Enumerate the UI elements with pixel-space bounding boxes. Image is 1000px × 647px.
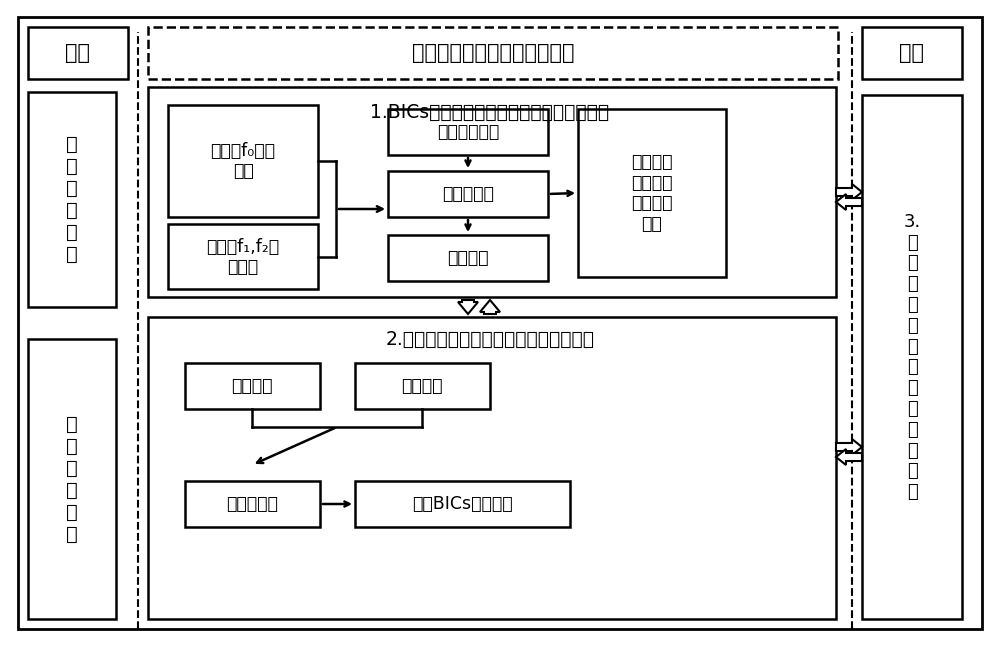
Text: 微扰理论: 微扰理论 bbox=[447, 249, 489, 267]
FancyArrow shape bbox=[836, 449, 862, 465]
FancyArrow shape bbox=[836, 194, 862, 210]
Bar bbox=[355, 363, 490, 409]
Bar bbox=[388, 109, 548, 155]
Text: 间接激发: 间接激发 bbox=[401, 377, 443, 395]
Text: 2.超构表面对非线性响应的调控方法研究: 2.超构表面对非线性响应的调控方法研究 bbox=[386, 329, 594, 349]
Bar bbox=[355, 481, 570, 527]
FancyArrow shape bbox=[836, 184, 862, 200]
Bar bbox=[388, 171, 548, 217]
Text: 洛伦兹模型: 洛伦兹模型 bbox=[442, 185, 494, 203]
Text: 验证: 验证 bbox=[900, 43, 924, 63]
Bar bbox=[862, 95, 962, 619]
Text: 3.
非
线
性
超
构
表
面
的
设
计
与
测
试: 3. 非 线 性 超 构 表 面 的 设 计 与 测 试 bbox=[903, 213, 921, 501]
Bar bbox=[28, 339, 116, 619]
Text: 直接激发: 直接激发 bbox=[231, 377, 273, 395]
Text: 关
键
技
术
方
法: 关 键 技 术 方 法 bbox=[66, 415, 78, 543]
Bar bbox=[185, 363, 320, 409]
Bar bbox=[28, 92, 116, 307]
Text: 完美BICs结果对比: 完美BICs结果对比 bbox=[412, 495, 512, 513]
Bar bbox=[148, 27, 838, 79]
FancyArrow shape bbox=[836, 439, 862, 455]
Text: 1.BICs产生人工非线性响应的物理机制方案: 1.BICs产生人工非线性响应的物理机制方案 bbox=[370, 102, 610, 122]
Text: 目标: 目标 bbox=[66, 43, 90, 63]
FancyArrow shape bbox=[458, 300, 478, 314]
Bar bbox=[168, 224, 318, 289]
Text: 单基频f₀电磁
共振: 单基频f₀电磁 共振 bbox=[210, 142, 276, 181]
Bar bbox=[28, 27, 128, 79]
Text: 双基频f₁,f₂电
磁共振: 双基频f₁,f₂电 磁共振 bbox=[206, 237, 280, 276]
Bar bbox=[148, 317, 836, 619]
Text: 人工、可调、高效非线性响应: 人工、可调、高效非线性响应 bbox=[412, 43, 574, 63]
Text: 影响非线
性响应过
程的物理
参量: 影响非线 性响应过 程的物理 参量 bbox=[631, 153, 673, 233]
Text: 非线性响应: 非线性响应 bbox=[226, 495, 278, 513]
Text: 磁偶极矩分析: 磁偶极矩分析 bbox=[437, 123, 499, 141]
FancyArrow shape bbox=[480, 300, 500, 314]
Text: 理
论
基
础
支
撑: 理 论 基 础 支 撑 bbox=[66, 135, 78, 263]
Bar bbox=[388, 235, 548, 281]
Bar bbox=[862, 27, 962, 79]
Bar bbox=[578, 109, 726, 277]
Bar bbox=[168, 105, 318, 217]
Bar bbox=[185, 481, 320, 527]
Bar bbox=[148, 87, 836, 297]
